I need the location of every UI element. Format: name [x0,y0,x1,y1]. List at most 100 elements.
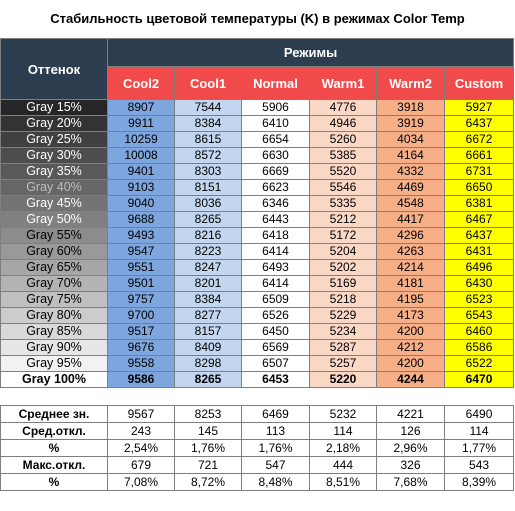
value-cell-normal: 6410 [241,115,310,132]
value-cell-custom: 6496 [443,259,515,276]
value-cell-cool1: 8298 [174,355,242,372]
value-cell-warm1: 5202 [309,259,377,276]
shade-label: Gray 20% [0,115,108,132]
summary-row: % 2,54% 1,76% 1,76% 2,18% 2,96% 1,77% [0,439,515,457]
value-cell-warm2: 4469 [376,179,445,196]
value-cell-normal: 6569 [241,339,310,356]
value-cell-custom: 6661 [443,147,515,164]
summary-row: Сред.откл. 243 145 113 114 126 114 [0,422,515,440]
value-cell-warm2: 4244 [376,371,445,388]
table-row: Gray 50% 9688 8265 6443 5212 4417 6467 [0,211,515,228]
value-cell-cool1: 8157 [174,323,242,340]
spacer-cell [376,387,445,406]
summary-cell-cool1: 8253 [174,405,242,423]
value-cell-cool2: 10259 [107,131,175,148]
summary-cell-cool1: 145 [174,422,242,440]
value-cell-cool2: 9501 [107,275,175,292]
value-cell-cool1: 8384 [174,115,242,132]
value-cell-normal: 6630 [241,147,310,164]
value-cell-warm2: 4181 [376,275,445,292]
table-row: Gray 35% 9401 8303 6669 5520 4332 6731 [0,163,515,180]
value-cell-custom: 6586 [443,339,515,356]
summary-cell-warm2: 4221 [376,405,445,423]
value-cell-cool1: 8384 [174,291,242,308]
table-row: Gray 20% 9911 8384 6410 4946 3919 6437 [0,115,515,132]
value-cell-custom: 6381 [443,195,515,212]
value-cell-warm2: 4214 [376,259,445,276]
value-cell-cool1: 8151 [174,179,242,196]
table-row: Gray 15% 8907 7544 5906 4776 3918 5927 [0,99,515,116]
value-cell-warm1: 5172 [309,227,377,244]
value-cell-normal: 6526 [241,307,310,324]
value-cell-normal: 6654 [241,131,310,148]
summary-cell-cool1: 8,72% [174,473,242,491]
summary-cell-warm2: 126 [376,422,445,440]
page-title: Стабильность цветовой температуры (K) в … [50,11,465,26]
summary-label: Макс.откл. [0,456,108,474]
value-cell-warm2: 4164 [376,147,445,164]
shade-label: Gray 55% [0,227,108,244]
value-cell-warm1: 5212 [309,211,377,228]
value-cell-cool2: 9586 [107,371,175,388]
value-cell-cool2: 9757 [107,291,175,308]
value-cell-warm2: 4263 [376,243,445,260]
value-cell-warm1: 5204 [309,243,377,260]
shade-label: Gray 70% [0,275,108,292]
value-cell-cool2: 9700 [107,307,175,324]
table-row: Gray 25% 10259 8615 6654 5260 4034 6672 [0,131,515,148]
value-cell-warm1: 5520 [309,163,377,180]
spacer-cell [444,387,514,406]
summary-cell-warm1: 8,51% [309,473,377,491]
spacer-cell [107,387,175,406]
value-cell-normal: 5906 [241,99,310,116]
value-cell-normal: 6443 [241,211,310,228]
shade-label: Gray 85% [0,323,108,340]
summary-row: Макс.откл. 679 721 547 444 326 543 [0,456,515,474]
value-cell-cool2: 9558 [107,355,175,372]
value-cell-cool2: 9040 [107,195,175,212]
summary-cell-normal: 113 [241,422,310,440]
table-row: Gray 95% 9558 8298 6507 5257 4200 6522 [0,355,515,372]
shade-label: Gray 30% [0,147,108,164]
summary-cell-cool1: 1,76% [174,439,242,457]
value-cell-custom: 6522 [443,355,515,372]
spacer-cell [174,387,242,406]
value-cell-cool1: 8216 [174,227,242,244]
summary-cell-warm2: 326 [376,456,445,474]
value-cell-normal: 6669 [241,163,310,180]
value-cell-cool2: 9103 [107,179,175,196]
value-cell-cool2: 9676 [107,339,175,356]
summary-cell-cool2: 679 [107,456,175,474]
value-cell-custom: 6650 [443,179,515,196]
value-cell-normal: 6346 [241,195,310,212]
value-cell-warm1: 5169 [309,275,377,292]
value-cell-custom: 6731 [443,163,515,180]
value-cell-custom: 6672 [443,131,515,148]
summary-row: % 7,08% 8,72% 8,48% 8,51% 7,68% 8,39% [0,473,515,491]
table-row: Gray 70% 9501 8201 6414 5169 4181 6430 [0,275,515,292]
value-cell-normal: 6450 [241,323,310,340]
table-row: Gray 40% 9103 8151 6623 5546 4469 6650 [0,179,515,196]
value-cell-cool1: 8409 [174,339,242,356]
summary-label: % [0,439,108,457]
modes-header: Режимы [106,38,515,67]
summary-cell-custom: 114 [443,422,515,440]
summary-cell-cool2: 9567 [107,405,175,423]
value-cell-custom: 6430 [443,275,515,292]
value-cell-warm1: 5335 [309,195,377,212]
col-warm1: Warm1 [309,66,377,100]
shade-label: Gray 40% [0,179,108,196]
value-cell-custom: 6437 [443,227,515,244]
shade-label: Gray 25% [0,131,108,148]
value-cell-warm1: 5218 [309,291,377,308]
summary-cell-cool2: 243 [107,422,175,440]
value-cell-warm2: 4296 [376,227,445,244]
shade-label: Gray 50% [0,211,108,228]
summary-label: % [0,473,108,491]
value-cell-warm2: 4212 [376,339,445,356]
value-cell-cool1: 8223 [174,243,242,260]
value-cell-custom: 6467 [443,211,515,228]
shade-header: Оттенок [0,38,108,100]
value-cell-warm2: 4200 [376,355,445,372]
value-cell-warm2: 3918 [376,99,445,116]
